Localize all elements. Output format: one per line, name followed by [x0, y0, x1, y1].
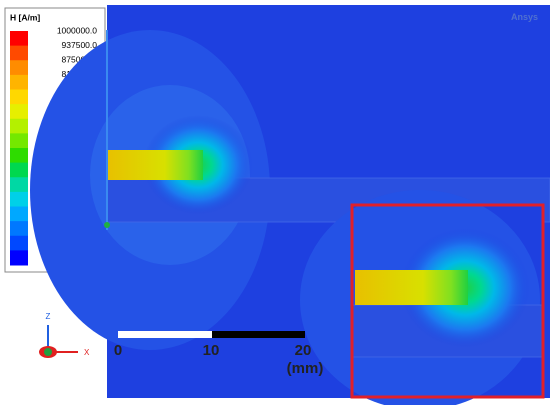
legend-swatch	[10, 74, 28, 90]
legend-swatch	[10, 235, 28, 251]
magnet	[107, 150, 203, 180]
inset-frame	[350, 203, 545, 399]
legend-swatch	[10, 31, 28, 47]
watermark: Ansys	[511, 12, 538, 22]
scale-unit: (mm)	[287, 360, 324, 377]
scale-label: 0	[114, 342, 122, 359]
legend-swatch	[10, 104, 28, 120]
scale-bar-black	[212, 331, 305, 338]
origin	[104, 222, 110, 228]
legend-swatch	[10, 133, 28, 149]
legend-swatch	[10, 89, 28, 105]
legend-swatch	[10, 191, 28, 207]
legend-swatch	[10, 206, 28, 222]
scale-label: 10	[203, 342, 220, 359]
legend-swatch	[10, 162, 28, 178]
scale-label: 20	[295, 342, 312, 359]
scale-bar-white	[118, 331, 212, 338]
legend-label: 875000.0	[62, 55, 98, 65]
triad-label: X	[84, 348, 90, 357]
triad-y	[44, 348, 52, 356]
legend-swatch	[10, 250, 28, 266]
legend-title: H [A/m]	[10, 12, 40, 22]
legend-label: 1000000.0	[57, 25, 97, 35]
magnet	[355, 270, 468, 305]
triad-label: Z	[46, 312, 51, 321]
legend-swatch	[10, 148, 28, 164]
legend-swatch	[10, 221, 28, 237]
legend-label: 937500.0	[62, 40, 98, 50]
axis-triad: Z X	[39, 312, 90, 358]
legend-swatch	[10, 177, 28, 193]
legend-swatch	[10, 60, 28, 76]
legend-swatch	[10, 118, 28, 134]
legend-swatch	[10, 45, 28, 61]
zoom-inset	[300, 190, 545, 405]
